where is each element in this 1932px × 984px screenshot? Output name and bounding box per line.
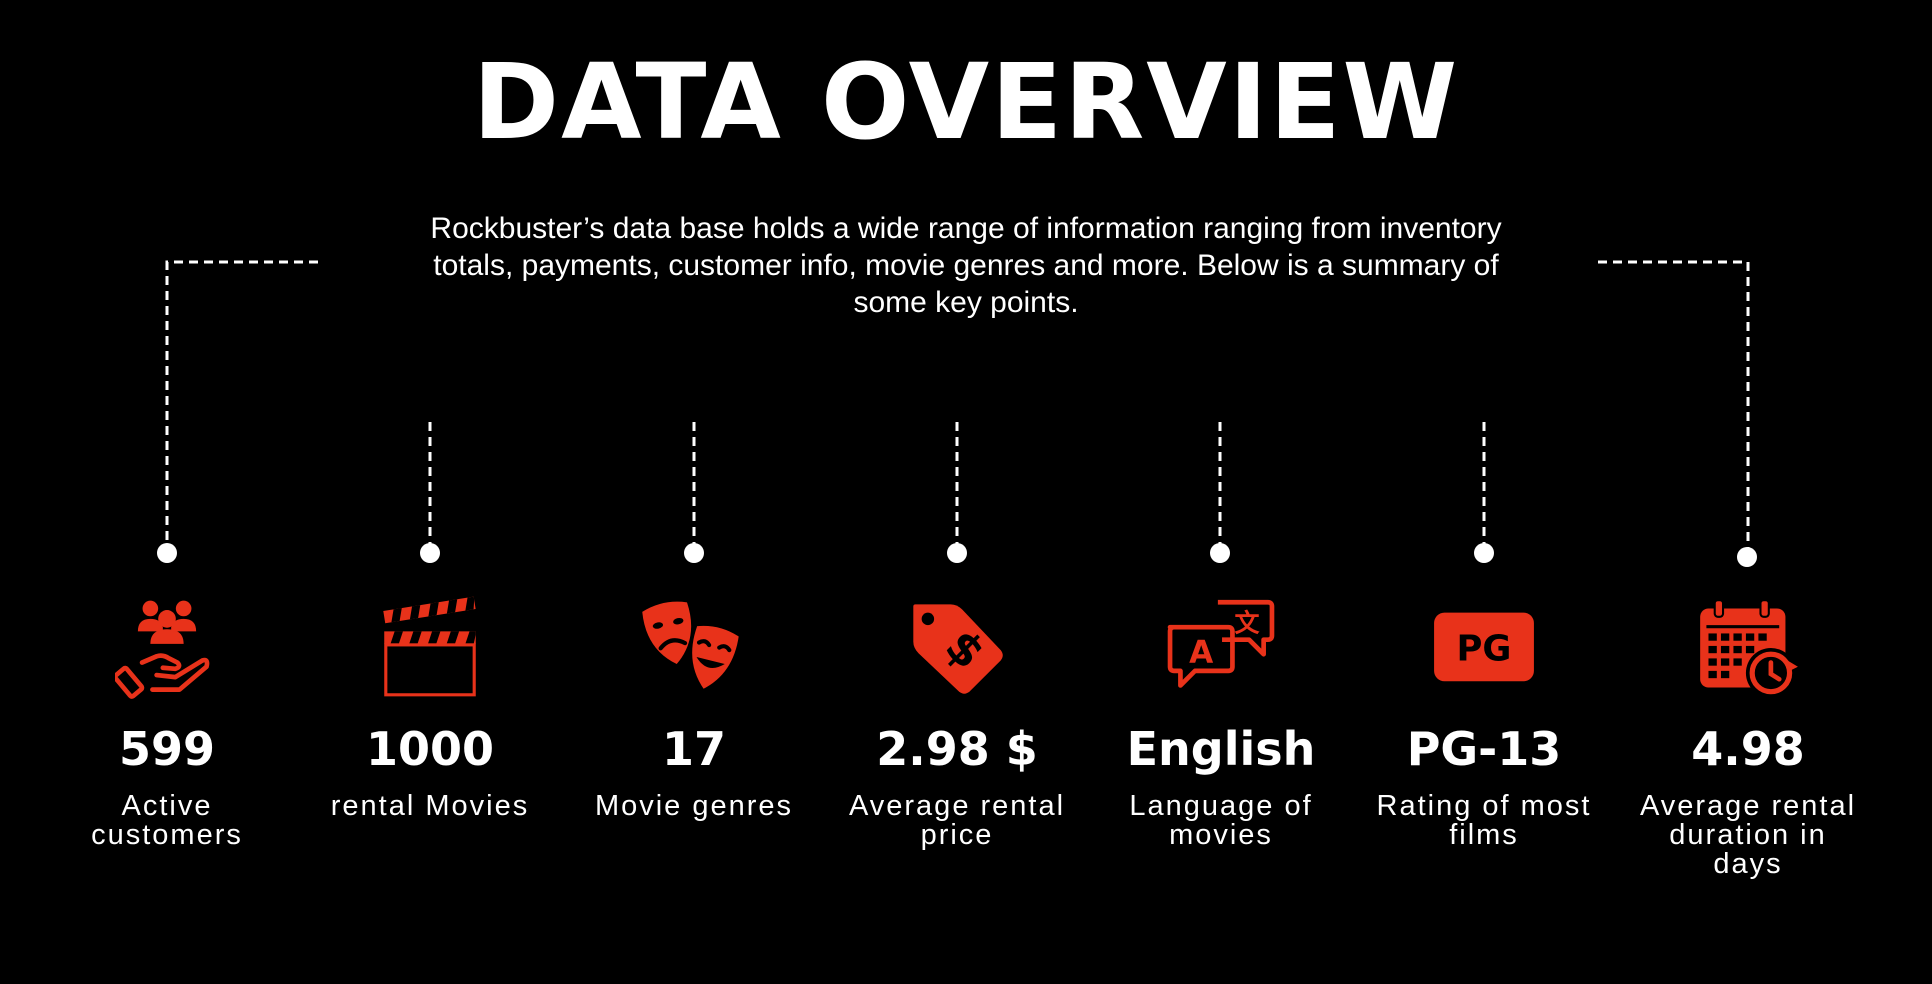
stat-value: 2.98 $ <box>876 722 1038 776</box>
stat-average-rental-duration: 4.98 Average rental duration in days <box>1616 596 1880 879</box>
hand-people-icon <box>115 600 210 699</box>
stat-language: A 文 English Language of movies <box>1089 596 1353 850</box>
connector-right-bracket <box>1598 260 1750 556</box>
stat-label: Language of movies <box>1129 790 1313 851</box>
stat-value: 4.98 <box>1691 722 1805 776</box>
price-tag-icon: $ <box>913 604 1003 694</box>
stat-label: Rating of most films <box>1376 790 1592 851</box>
connector-dot-3 <box>684 543 704 563</box>
stat-label: Average rental duration in days <box>1639 790 1857 880</box>
svg-text:A: A <box>1189 635 1213 671</box>
intro-text: Rockbuster’s data base holds a wide rang… <box>430 212 1502 319</box>
connector-dot-2 <box>420 543 440 563</box>
connector-dot-6 <box>1474 543 1494 563</box>
stat-label: Active customers <box>91 790 243 851</box>
connector-left-bracket <box>165 260 318 552</box>
stat-label: Average rental price <box>848 790 1066 851</box>
stat-label: Movie genres <box>594 790 794 822</box>
connector-dot-5 <box>1210 543 1230 563</box>
theater-masks-icon <box>642 601 743 693</box>
stat-value: English <box>1126 722 1316 776</box>
stat-value: 17 <box>661 722 726 776</box>
connector-dot-7 <box>1737 547 1757 567</box>
stat-value: 599 <box>118 722 216 776</box>
page-title: DATA OVERVIEW <box>472 41 1460 163</box>
stat-value: 1000 <box>365 722 495 776</box>
pg-badge-icon: PG <box>1434 612 1534 682</box>
svg-text:文: 文 <box>1235 608 1260 637</box>
clapperboard-icon <box>383 596 476 697</box>
stat-average-rental-price: $ 2.98 $ Average rental price <box>825 596 1089 850</box>
stat-label: rental Movies <box>330 790 530 822</box>
calendar-clock-icon <box>1700 599 1798 698</box>
stat-rating: PG PG-13 Rating of most films <box>1352 596 1616 850</box>
connector-dot-4 <box>947 543 967 563</box>
translate-icon: A 文 <box>1167 599 1275 688</box>
stat-rental-movies: 1000 rental Movies <box>298 596 562 821</box>
stat-value: PG-13 <box>1406 722 1562 776</box>
pg-badge-text: PG <box>1457 628 1512 669</box>
stat-active-customers: 599 Active customers <box>35 596 299 850</box>
connector-dot-1 <box>157 543 177 563</box>
stat-movie-genres: 17 Movie genres <box>562 596 826 821</box>
